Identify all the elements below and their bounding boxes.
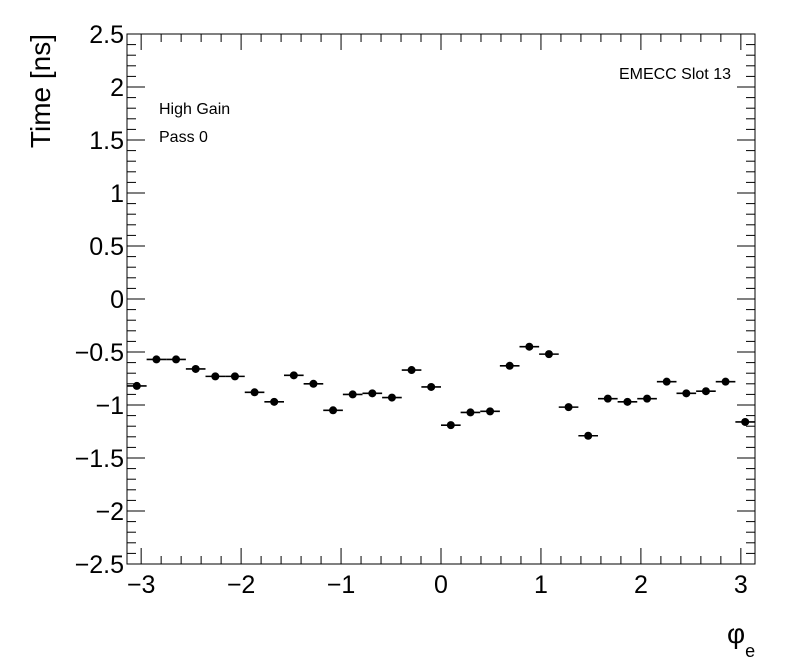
data-point: [676, 389, 697, 398]
y-tick-label: 2: [110, 74, 124, 102]
data-point: [578, 431, 598, 440]
point-marker: [584, 431, 593, 440]
data-point: [362, 389, 383, 398]
point-marker: [486, 407, 495, 416]
point-marker: [564, 403, 573, 412]
data-point: [185, 364, 206, 373]
axis-ticks: [127, 33, 755, 565]
point-marker: [407, 366, 416, 375]
data-point: [401, 366, 422, 375]
point-marker: [741, 417, 750, 426]
y-tick-label: −0.5: [75, 339, 124, 367]
point-marker: [348, 390, 357, 399]
annotation-slot: EMECC Slot 13: [619, 66, 731, 83]
point-marker: [721, 377, 730, 386]
annotation-pass: Pass 0: [159, 129, 208, 146]
data-point: [342, 390, 363, 399]
y-tick-label: 0.5: [89, 233, 124, 261]
data-point: [205, 372, 226, 381]
point-marker: [309, 379, 318, 388]
y-tick-labels: −2.5 −2 −1.5 −1 −0.5 0 0.5 1 1.5 2 2.5: [75, 21, 124, 579]
point-marker: [270, 397, 279, 406]
data-point: [656, 377, 677, 386]
y-tick-label: −2: [95, 498, 124, 526]
data-point: [225, 372, 245, 381]
annotation-gain: High Gain: [159, 101, 230, 118]
data-point: [264, 397, 284, 406]
data-point: [382, 393, 402, 402]
point-marker: [250, 388, 259, 397]
x-tick-label: 2: [634, 571, 648, 599]
point-marker: [505, 361, 514, 370]
point-marker: [387, 393, 396, 402]
point-marker: [230, 372, 239, 381]
data-point: [598, 394, 618, 403]
data-point: [166, 355, 186, 364]
x-tick-label: 0: [434, 571, 448, 599]
x-tick-label: −2: [227, 571, 256, 599]
point-marker: [211, 372, 220, 381]
point-marker: [427, 382, 436, 391]
data-point: [519, 342, 540, 351]
x-axis-label: φe: [727, 618, 755, 661]
y-tick-label: 0: [110, 286, 124, 314]
point-marker: [623, 397, 632, 406]
x-tick-label: −1: [327, 571, 356, 599]
y-tick-label: −2.5: [75, 551, 124, 579]
point-marker: [643, 394, 652, 403]
point-marker: [682, 389, 691, 398]
data-point: [715, 377, 736, 386]
y-tick-label: −1: [95, 392, 124, 420]
point-marker: [329, 406, 338, 415]
point-marker: [544, 350, 553, 359]
data-point: [637, 394, 657, 403]
point-marker: [368, 389, 377, 398]
x-axis-label-symbol: φ: [727, 618, 745, 649]
point-marker: [701, 387, 710, 396]
data-point: [696, 387, 716, 396]
data-point: [539, 350, 559, 359]
x-tick-label: −3: [127, 571, 156, 599]
point-marker: [446, 421, 455, 430]
data-point: [480, 407, 500, 416]
y-tick-label: 1: [110, 180, 124, 208]
data-point: [127, 381, 147, 390]
data-points: [127, 342, 755, 440]
x-tick-label: 1: [534, 571, 548, 599]
point-marker: [525, 342, 534, 351]
data-point: [284, 371, 304, 380]
point-marker: [466, 408, 475, 417]
data-point: [421, 382, 441, 391]
data-point: [558, 403, 579, 412]
data-point: [460, 408, 481, 417]
data-point: [735, 417, 755, 426]
point-marker: [132, 381, 141, 390]
x-tick-label: 3: [734, 571, 748, 599]
point-marker: [662, 377, 671, 386]
point-marker: [191, 364, 200, 373]
x-axis-label-subscript: e: [745, 641, 755, 661]
point-marker: [603, 394, 612, 403]
data-point: [146, 355, 167, 364]
data-point: [441, 421, 461, 430]
data-point: [244, 388, 265, 397]
point-marker: [152, 355, 161, 364]
point-marker: [289, 371, 298, 380]
y-tick-label: 1.5: [89, 127, 124, 155]
y-tick-label: −1.5: [75, 445, 124, 473]
data-point: [303, 379, 324, 388]
data-point: [323, 406, 343, 415]
x-tick-labels: −3 −2 −1 0 1 2 3: [127, 571, 748, 599]
data-point: [617, 397, 638, 406]
y-axis-label: Time [ns]: [25, 34, 56, 148]
data-point: [499, 361, 520, 370]
point-marker: [172, 355, 181, 364]
y-tick-label: 2.5: [89, 21, 124, 49]
